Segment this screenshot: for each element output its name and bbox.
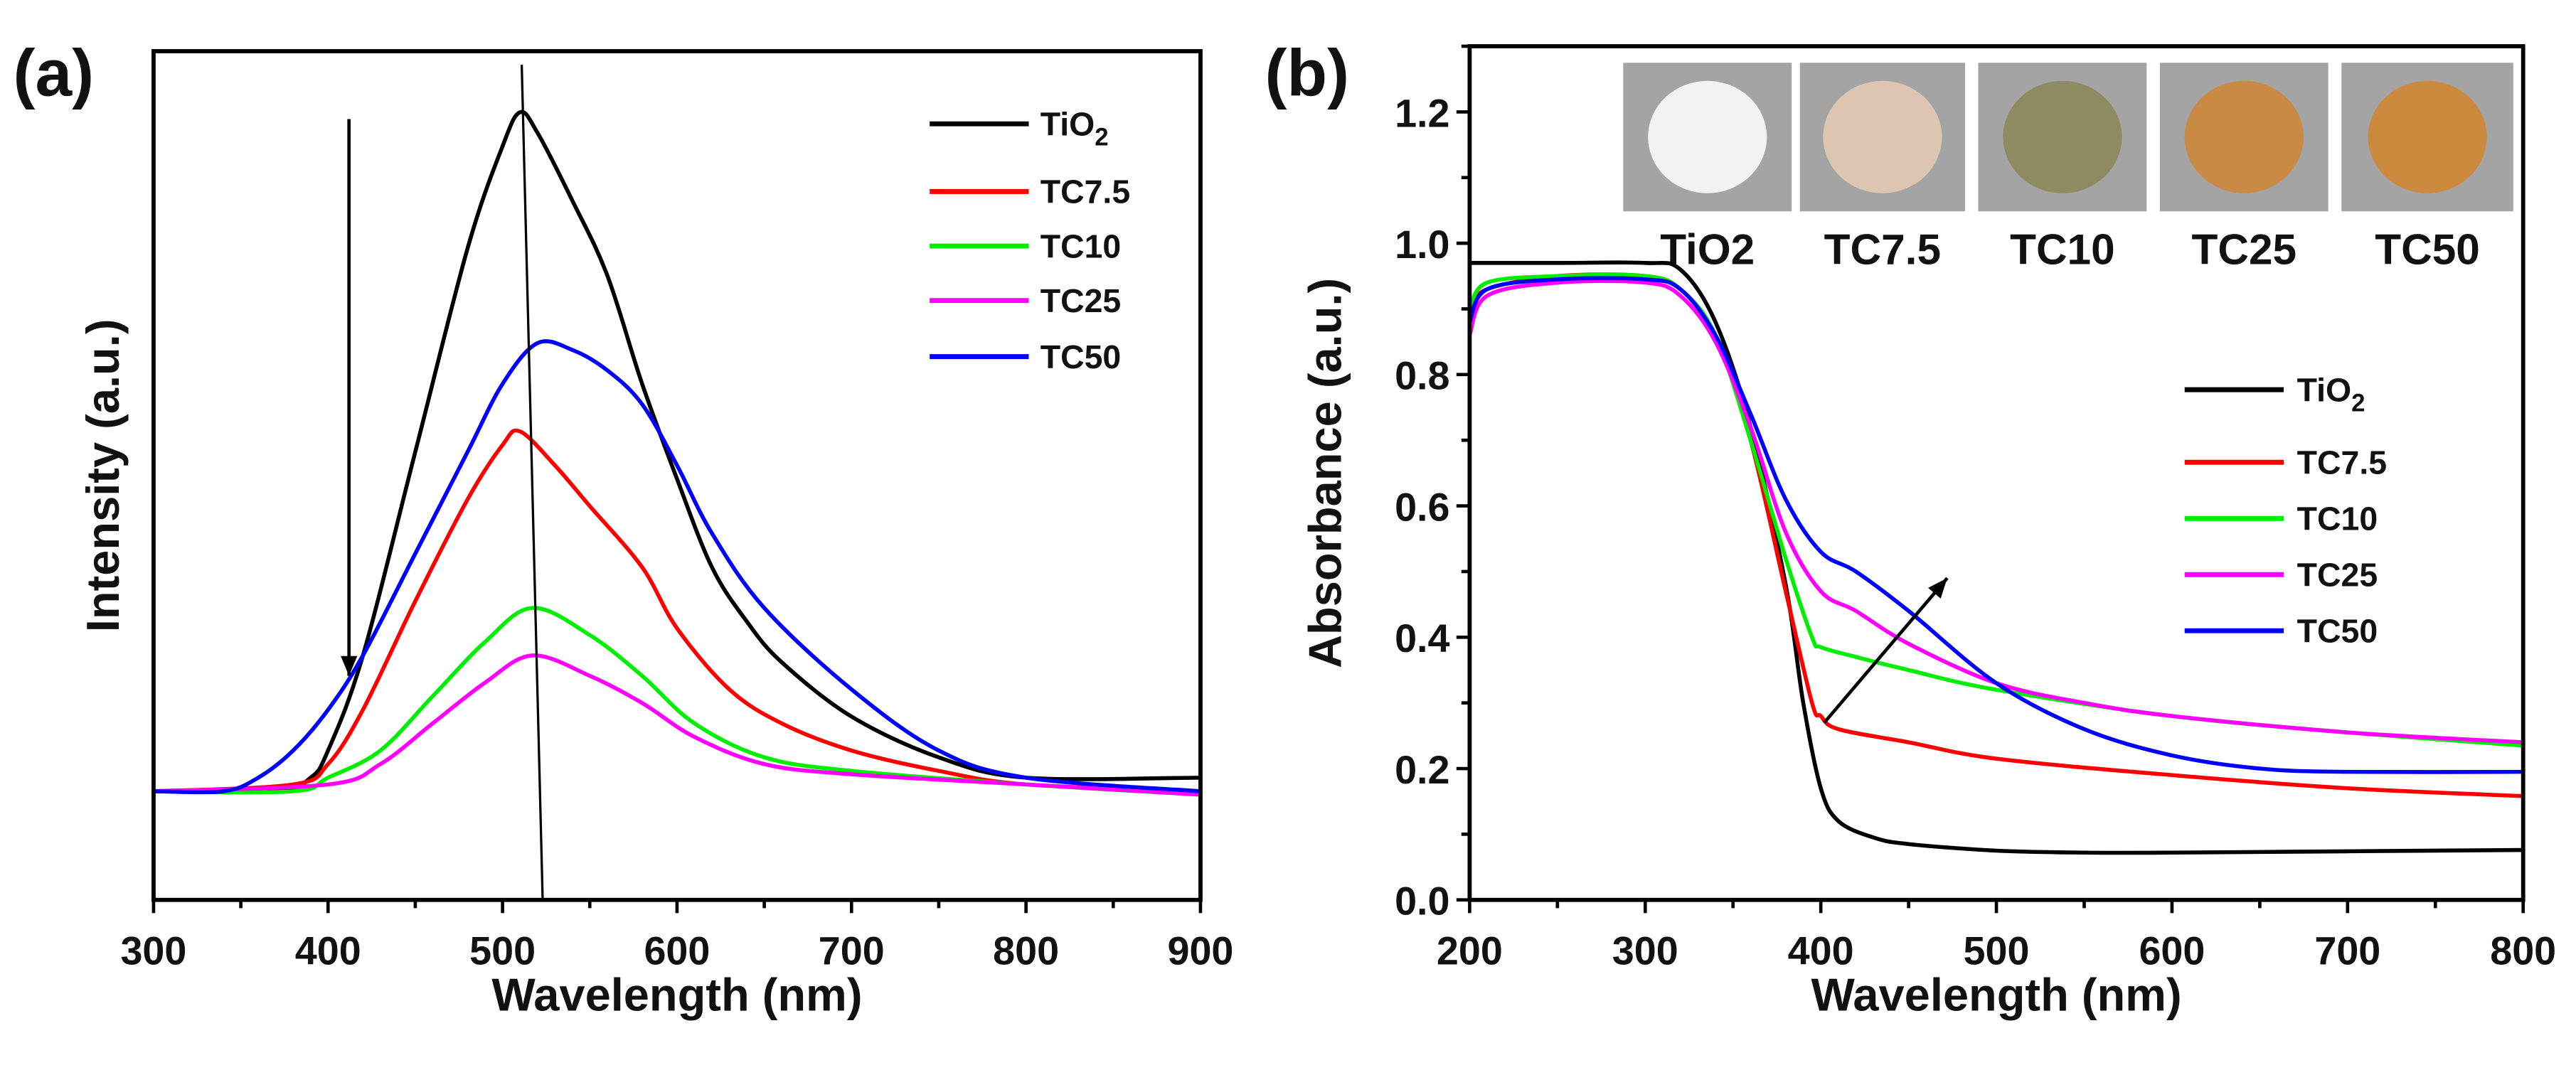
sample-photo: TC25 [2159, 63, 2328, 274]
panel-label: (a) [14, 36, 94, 110]
sample-photo: TC10 [1978, 63, 2147, 274]
legend-label: TC10 [1040, 228, 1122, 264]
series-line-tc10 [153, 606, 1201, 797]
series-line-tc50 [1467, 276, 2523, 774]
x-tick-label: 400 [1788, 928, 1854, 973]
legend-label: TC50 [2297, 612, 2378, 649]
series-line-tio2 [153, 109, 1201, 795]
x-tick-label: 700 [2314, 928, 2380, 973]
legend-item: TiO2 [930, 105, 1109, 151]
legend-item: TiO2 [2184, 371, 2365, 417]
panel-b-uv-vis-spectra: (b) TiO2 TC7.5 TC10 TC25 TC50 200 300 400 500 600 7… [1265, 36, 2556, 1021]
sample-photo: TiO2 [1623, 63, 1792, 274]
arrowhead-icon [1928, 578, 1947, 599]
legend-label: TC25 [1040, 282, 1122, 319]
x-tick-label: 200 [1437, 928, 1503, 973]
y-tick-label: 0.0 [1395, 879, 1449, 924]
x-axis-label: Wavelength (nm) [491, 968, 862, 1020]
sample-photo-label: TC10 [2010, 225, 2115, 274]
y-axis-label: Intensity (a.u.) [77, 319, 129, 633]
x-axis-label: Wavelength (nm) [1811, 968, 2181, 1020]
legend: TiO2 TC7.5 TC10 TC25 TC50 [2184, 371, 2387, 649]
sample-photo-label: TC25 [2192, 225, 2297, 274]
x-tick-label: 300 [1612, 928, 1678, 973]
legend: TiO2 TC7.5 TC10 TC25 TC50 [930, 105, 1130, 375]
x-tick-label: 500 [469, 928, 536, 973]
legend-item: TC10 [930, 228, 1121, 264]
powder-sample [2368, 80, 2487, 193]
sample-photo: TC50 [2341, 63, 2513, 274]
legend-label: TC7.5 [1040, 173, 1130, 210]
sample-photo-label: TC50 [2375, 225, 2480, 274]
y-tick-label: 0.8 [1395, 354, 1449, 398]
y-tick-label: 0.4 [1395, 616, 1449, 660]
x-tick-label: 800 [2490, 928, 2556, 973]
legend-item: TC10 [2184, 501, 2378, 537]
x-tick-label: 800 [993, 928, 1059, 973]
x-tick-label: 500 [1964, 928, 2030, 973]
powder-sample [2184, 80, 2304, 193]
legend-label: TiO2 [1040, 105, 1109, 151]
x-tick-label: 400 [295, 928, 361, 973]
sample-photo-label: TC7.5 [1824, 225, 1941, 274]
y-tick-label: 1.0 [1395, 223, 1449, 267]
x-tick-label: 900 [1167, 928, 1233, 973]
legend-item: TC50 [2184, 612, 2378, 649]
legend-label: TC25 [2297, 556, 2378, 593]
y-tick-label: 0.6 [1395, 485, 1449, 529]
arrowhead-icon [341, 655, 358, 676]
powder-sample [2003, 80, 2122, 193]
legend-item: TC25 [2184, 556, 2378, 593]
annotation-arrow [1823, 577, 1949, 724]
series-line-tc25 [153, 653, 1201, 797]
legend-item: TC7.5 [2184, 444, 2387, 481]
powder-sample [1823, 80, 1942, 193]
panel-a-pl-spectra: (a) 300 400 500 600 700 800 900 Wavelength (nm) I… [14, 36, 1234, 1021]
series-line-tc7-5 [153, 428, 1201, 793]
x-tick-label: 600 [2139, 928, 2205, 973]
legend-label: TC7.5 [2297, 444, 2387, 481]
y-tick-label: 1.2 [1395, 91, 1449, 135]
peak-shift-line [520, 65, 544, 900]
sample-photo: TC7.5 [1799, 63, 1965, 274]
series-line-tc25 [1467, 279, 2523, 744]
x-tick-label: 600 [644, 928, 710, 973]
legend-label: TC50 [1040, 338, 1122, 375]
y-tick-label: 0.2 [1395, 748, 1449, 792]
x-tick-label: 700 [819, 928, 885, 973]
legend-item: TC7.5 [930, 173, 1130, 210]
legend-label: TC10 [2297, 501, 2378, 537]
x-tick-label: 300 [120, 928, 186, 973]
y-axis-label: Absorbance (a.u.) [1299, 278, 1351, 668]
panel-label: (b) [1265, 36, 1349, 110]
powder-sample [1648, 80, 1767, 193]
legend-item: TC25 [930, 282, 1121, 319]
legend-label: TiO2 [2297, 371, 2365, 417]
series-line-tc50 [153, 339, 1201, 795]
series-line-tio2 [1469, 260, 2523, 855]
legend-item: TC50 [930, 338, 1121, 375]
